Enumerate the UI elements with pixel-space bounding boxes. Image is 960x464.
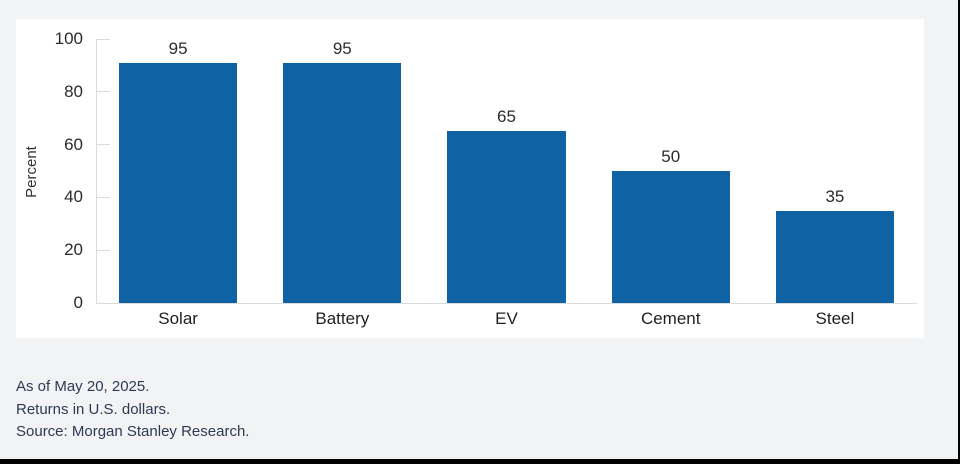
x-axis-line: [96, 303, 917, 304]
bar-slot: 95: [260, 39, 424, 303]
footer-source: Source: Morgan Stanley Research.: [16, 423, 250, 440]
bar-slot: 95: [96, 39, 260, 303]
bar-slot: 65: [424, 39, 588, 303]
y-tick-label: 80: [64, 81, 83, 101]
bars-row: 95 95 65 50 35: [96, 39, 917, 303]
y-tick-mark: [96, 249, 110, 251]
footer-notes: As of May 20, 2025. Returns in U.S. doll…: [16, 376, 249, 444]
category-label: EV: [495, 309, 518, 328]
bar-value-label: 50: [661, 147, 681, 166]
y-tick-label: 60: [64, 134, 83, 154]
plot-area: 95 95 65 50 35 0 20 40 60 80 100: [55, 29, 917, 312]
y-tick-label: 0: [73, 293, 83, 312]
bar: [447, 131, 566, 303]
y-tick-label: 40: [64, 187, 83, 207]
y-axis-line: [96, 39, 97, 303]
category-label: Steel: [815, 309, 855, 328]
bar: [775, 210, 895, 303]
category-label: Solar: [158, 309, 198, 328]
bar-slot: 50: [589, 39, 753, 303]
y-tick-label: 20: [64, 240, 83, 260]
y-tick-mark: [96, 144, 110, 146]
bar-value-label: 95: [168, 39, 188, 58]
y-tick-label: 100: [54, 29, 83, 48]
y-tick-mark: [96, 38, 110, 40]
bar-value-label: 35: [825, 186, 845, 206]
category-label: Battery: [315, 309, 370, 328]
bar: [611, 171, 730, 303]
bar-value-label: 95: [332, 39, 352, 58]
bar-value-label: 65: [497, 107, 516, 127]
bar: [283, 63, 402, 303]
footer-returns-note: Returns in U.S. dollars.: [16, 400, 171, 418]
footer-as-of-date: As of May 20, 2025.: [16, 378, 150, 395]
bar: [118, 63, 238, 303]
y-tick-mark: [96, 302, 110, 304]
category-labels-row: Solar Battery EV Cement Steel: [96, 309, 917, 329]
y-tick-mark: [96, 91, 110, 93]
chart-card: Percent 95 95 65 50 35 0 20 40 60 80 100 Solar Bat…: [16, 19, 924, 338]
bar-slot: 35: [753, 39, 917, 303]
y-tick-mark: [96, 196, 110, 198]
category-label: Cement: [640, 309, 701, 328]
